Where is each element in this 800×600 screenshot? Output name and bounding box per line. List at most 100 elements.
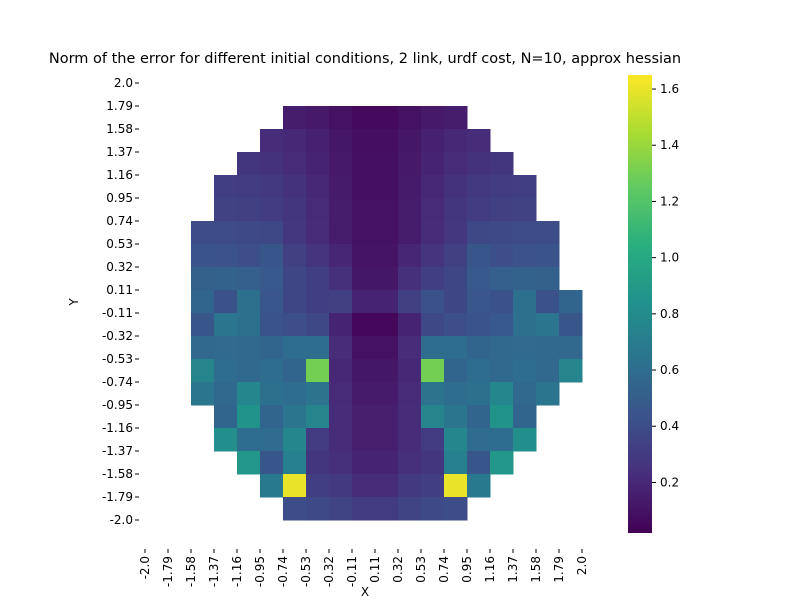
- heatmap-cell: [283, 106, 307, 130]
- heatmap-cell: [352, 313, 376, 337]
- heatmap-cell: [490, 405, 514, 429]
- heatmap-cell: [306, 382, 330, 406]
- heatmap-cell: [421, 405, 445, 429]
- heatmap-cell: [421, 290, 445, 314]
- heatmap-cell: [375, 267, 399, 291]
- heatmap-cell: [260, 451, 284, 475]
- heatmap-cell: [329, 221, 353, 245]
- heatmap-cell: [260, 313, 284, 337]
- heatmap-cell: [260, 244, 284, 268]
- heatmap-cell: [375, 359, 399, 383]
- heatmap-cell: [283, 382, 307, 406]
- heatmap-cell: [421, 313, 445, 337]
- heatmap-cell: [467, 336, 491, 360]
- heatmap-cell: [352, 244, 376, 268]
- heatmap-cell: [283, 497, 307, 521]
- y-tick-label: 1.79: [106, 99, 133, 113]
- colorbar-tick-label: 1.6: [660, 82, 679, 96]
- x-tick-label: 1.79: [552, 556, 566, 583]
- heatmap-cell: [191, 290, 215, 314]
- heatmap-cell: [421, 359, 445, 383]
- y-tick-label: 1.37: [106, 145, 133, 159]
- heatmap-cell: [398, 359, 422, 383]
- x-tick-label: 0.11: [368, 556, 382, 583]
- heatmap-cell: [536, 336, 560, 360]
- heatmap-cell: [444, 106, 468, 130]
- heatmap-cell: [260, 290, 284, 314]
- heatmap-cell: [260, 405, 284, 429]
- heatmap-cell: [375, 221, 399, 245]
- heatmap-cell: [536, 267, 560, 291]
- heatmap-cell: [214, 336, 238, 360]
- heatmap-cell: [329, 382, 353, 406]
- heatmap-cell: [306, 428, 330, 452]
- heatmap-cell: [375, 451, 399, 475]
- heatmap-cell: [283, 451, 307, 475]
- heatmap-cell: [283, 290, 307, 314]
- heatmap-cell: [306, 451, 330, 475]
- heatmap-cell: [559, 336, 583, 360]
- x-tick-label: -2.0: [138, 556, 152, 579]
- heatmap-cell: [352, 106, 376, 130]
- heatmap-cell: [237, 175, 261, 199]
- heatmap-cell: [283, 198, 307, 222]
- heatmap-cell: [421, 428, 445, 452]
- heatmap-cell: [536, 290, 560, 314]
- heatmap-cell: [214, 175, 238, 199]
- heatmap-cell: [490, 313, 514, 337]
- heatmap-cell: [490, 244, 514, 268]
- heatmap-cell: [260, 336, 284, 360]
- heatmap-cell: [444, 175, 468, 199]
- heatmap-cell: [444, 129, 468, 153]
- heatmap-cell: [306, 497, 330, 521]
- heatmap-cell: [490, 152, 514, 176]
- heatmap-cell: [375, 313, 399, 337]
- heatmap-cell: [490, 198, 514, 222]
- heatmap-cell: [398, 152, 422, 176]
- heatmap-cell: [467, 474, 491, 498]
- heatmap-cell: [352, 267, 376, 291]
- heatmap-cell: [191, 313, 215, 337]
- heatmap-cell: [513, 290, 537, 314]
- heatmap-cell: [444, 359, 468, 383]
- heatmap-cell: [398, 129, 422, 153]
- heatmap-cell: [306, 474, 330, 498]
- heatmap-cell: [214, 359, 238, 383]
- heatmap-cell: [237, 382, 261, 406]
- heatmap-cell: [306, 175, 330, 199]
- heatmap-cell: [191, 267, 215, 291]
- heatmap-cell: [421, 175, 445, 199]
- heatmap-cell: [444, 244, 468, 268]
- heatmap-cell: [329, 152, 353, 176]
- heatmap-cell: [283, 175, 307, 199]
- x-tick-label: -0.53: [299, 556, 313, 587]
- heatmap-cell: [444, 405, 468, 429]
- heatmap-cell: [375, 405, 399, 429]
- heatmap-cell: [375, 152, 399, 176]
- heatmap-cell: [306, 405, 330, 429]
- y-tick-label: -1.58: [102, 467, 133, 481]
- heatmap-cell: [536, 382, 560, 406]
- heatmap-cell: [559, 313, 583, 337]
- heatmap-cell: [306, 359, 330, 383]
- heatmap-cell: [444, 382, 468, 406]
- heatmap-cell: [306, 290, 330, 314]
- x-tick-label: 1.16: [483, 556, 497, 583]
- heatmap-cell: [513, 267, 537, 291]
- heatmap-cell: [421, 129, 445, 153]
- x-tick-label: 1.37: [506, 556, 520, 583]
- heatmap-cell: [467, 221, 491, 245]
- x-tick-label: -1.58: [184, 556, 198, 587]
- heatmap-cell: [260, 175, 284, 199]
- heatmap-cell: [467, 428, 491, 452]
- heatmap-cell: [329, 428, 353, 452]
- heatmap-cell: [329, 474, 353, 498]
- heatmap-cell: [375, 175, 399, 199]
- heatmap-cell: [490, 451, 514, 475]
- heatmap-cell: [444, 313, 468, 337]
- heatmap-cell: [398, 175, 422, 199]
- heatmap-cell: [398, 497, 422, 521]
- heatmap-cell: [444, 198, 468, 222]
- y-tick-label: -2.0: [110, 513, 133, 527]
- x-tick-label: -0.95: [253, 556, 267, 587]
